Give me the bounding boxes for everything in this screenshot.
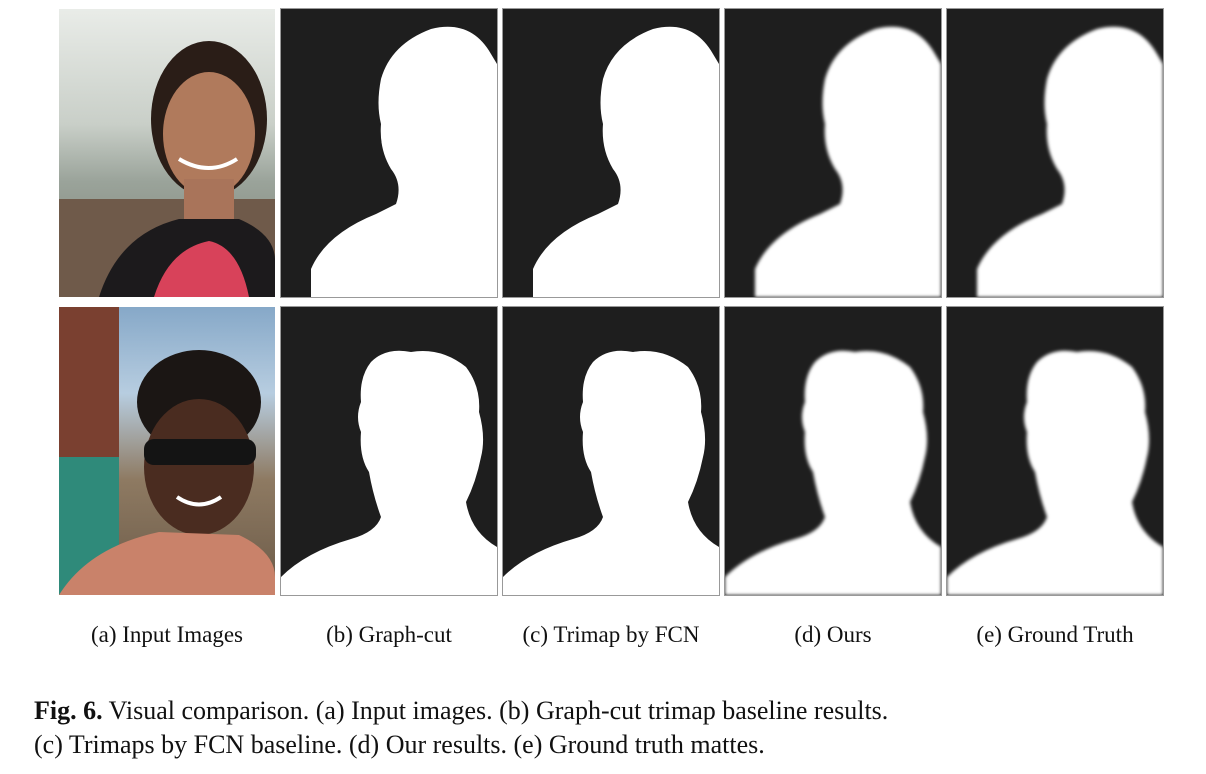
matte-ours-1 [724,8,942,298]
column-label-graphcut: (b) Graph-cut [326,622,452,647]
column-label-trimap-fcn: (c) Trimap by FCN [522,622,700,647]
portrait-woman-2 [59,307,275,595]
caption-prefix: Fig. 6. [34,696,103,725]
matte-graphcut-2 [280,306,498,596]
column-label-input: (a) Input Images [91,622,243,647]
caption-line-1: Fig. 6. Visual comparison. (a) Input ima… [34,694,1194,728]
matte-graphcut-1 [280,8,498,298]
column-label-ours: (d) Ours [794,622,872,647]
input-image-2 [59,307,275,595]
matte-ours-2 [724,306,942,596]
portrait-woman-1 [59,41,275,297]
caption-text-1: Visual comparison. (a) Input images. (b)… [108,696,889,725]
matte-ground-truth-1 [946,8,1164,298]
matte-ground-truth-2 [946,306,1164,596]
matte-trimap-fcn-2 [502,306,720,596]
matte-trimap-fcn-1 [502,8,720,298]
caption-line-2: (c) Trimaps by FCN baseline. (d) Our res… [34,730,765,759]
input-image-1 [59,9,275,297]
column-label-ground-truth: (e) Ground Truth [976,622,1134,647]
figure-caption: Fig. 6. Visual comparison. (a) Input ima… [34,694,1194,762]
